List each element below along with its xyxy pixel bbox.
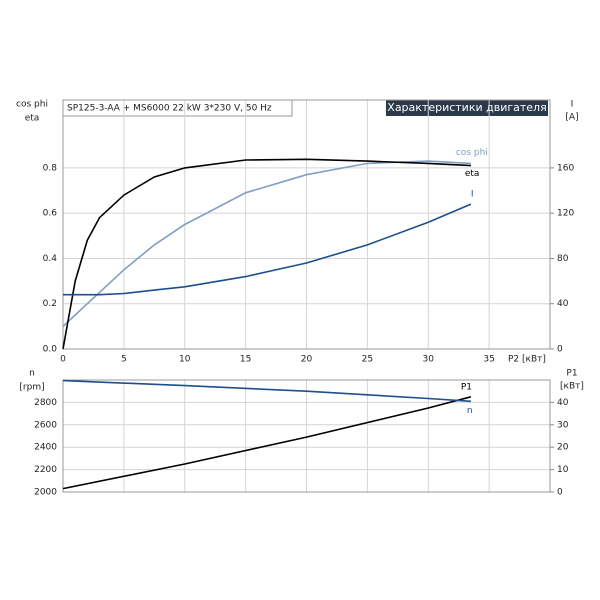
y2-tick-label: 160 [557, 163, 574, 173]
y2-axis-label: [A] [565, 113, 578, 123]
series-line [62, 158, 471, 350]
y2-axis-label: I [571, 100, 574, 110]
y-tick-label: 0.6 [43, 209, 58, 219]
y-tick-label: 0.2 [43, 299, 57, 309]
y2-tick-label: 0 [557, 345, 563, 355]
y2-tick-label: 20 [557, 443, 569, 453]
y-axis-label: eta [25, 114, 40, 124]
curve-label: P1 [461, 382, 472, 392]
y2-tick-label: 0 [557, 488, 563, 498]
series-line [62, 396, 472, 490]
y2-axis-label: [кВт] [560, 382, 584, 392]
y-tick-label: 0.8 [43, 163, 58, 173]
y-tick-label: 2600 [34, 420, 57, 430]
y-axis-label: n [29, 369, 35, 379]
curve-label: eta [465, 169, 480, 179]
title-box [386, 100, 548, 116]
plot-frame [62, 99, 551, 350]
series-line [62, 379, 471, 403]
y2-tick-label: 30 [557, 420, 569, 430]
series-line [62, 160, 471, 327]
y2-tick-label: 40 [557, 299, 569, 309]
curve-label: n [467, 406, 473, 416]
x-tick-label: 25 [362, 355, 373, 365]
x-tick-label: 20 [301, 355, 313, 365]
y-axis-label: [rpm] [19, 383, 44, 393]
x-tick-label: 30 [423, 355, 435, 365]
y-tick-label: 0.4 [43, 254, 58, 264]
y2-axis-label: P1 [566, 369, 577, 379]
y2-tick-label: 120 [557, 209, 574, 219]
y-tick-label: 2800 [34, 398, 57, 408]
plot-frame [62, 379, 551, 493]
x-tick-label: 15 [240, 355, 251, 365]
x-tick-label: 35 [483, 355, 494, 365]
y-axis-label: cos phi [16, 100, 48, 110]
x-tick-label: 5 [121, 355, 127, 365]
y2-tick-label: 80 [557, 254, 569, 264]
curve-label: I [471, 190, 474, 200]
series-line [63, 203, 472, 296]
chart-subtitle: SP125-3-AA + MS6000 22 kW 3*230 V, 50 Hz [67, 104, 272, 114]
y-tick-label: 2000 [34, 488, 57, 498]
y-tick-label: 2200 [34, 465, 57, 475]
y-tick-label: 0.0 [43, 345, 58, 355]
x-tick-label: 0 [60, 355, 66, 365]
y2-tick-label: 10 [557, 465, 569, 475]
y2-tick-label: 40 [557, 398, 569, 408]
curve-label: cos phi [456, 148, 488, 158]
x-axis-label: P2 [кВт] [508, 355, 546, 365]
y-tick-label: 2400 [34, 443, 57, 453]
chart-title: Характеристики двигателя [387, 101, 546, 114]
x-tick-label: 10 [179, 355, 191, 365]
